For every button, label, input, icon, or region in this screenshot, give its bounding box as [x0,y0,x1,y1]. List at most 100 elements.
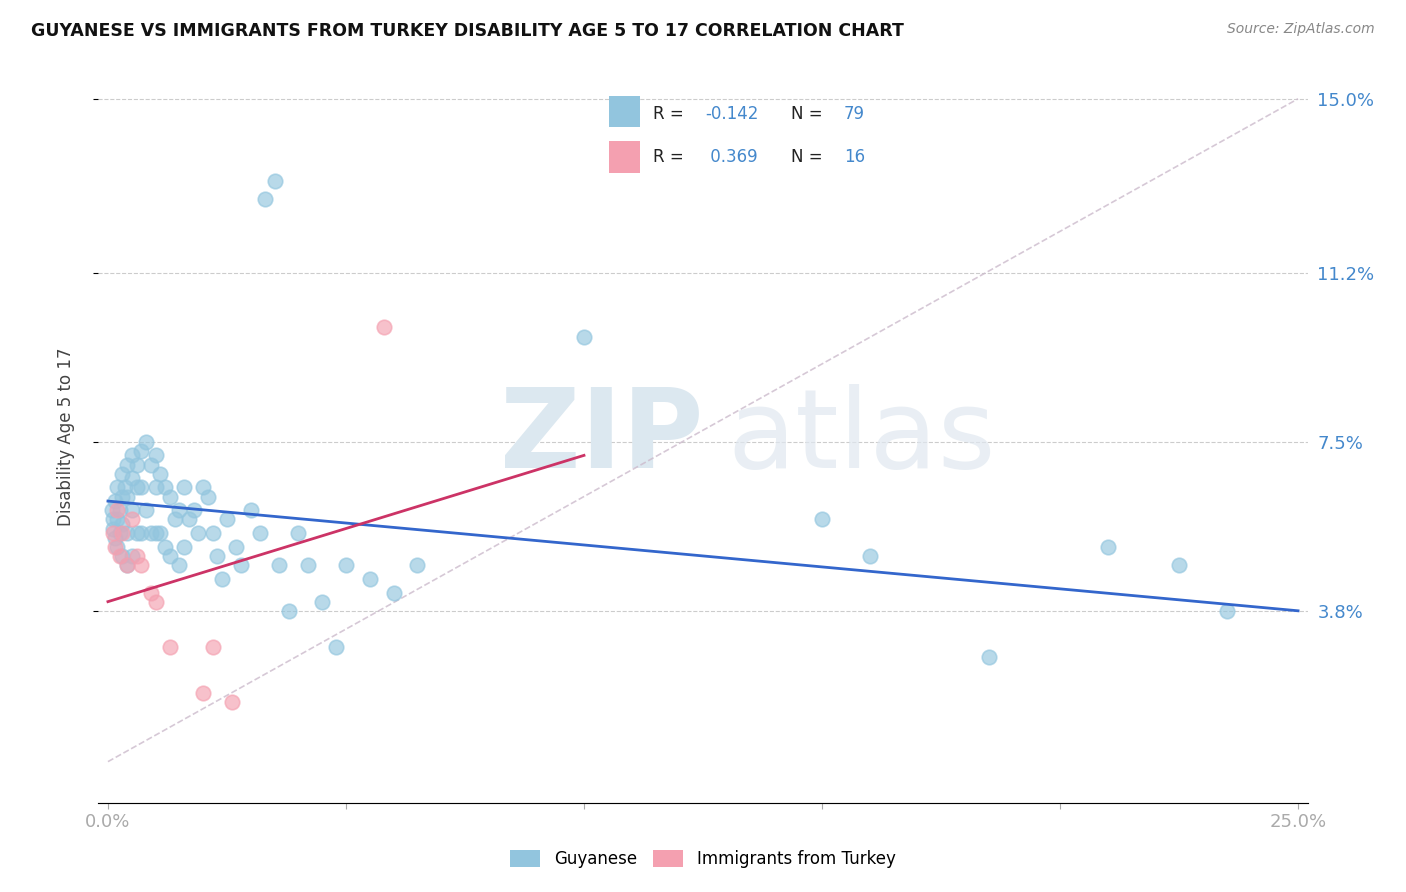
Point [115,458,138,472]
Point [121,503,143,517]
Point [101,512,124,526]
Point [115,558,138,573]
Point [104,494,127,508]
Point [149,467,172,481]
Point [169,558,191,573]
Point [1215,604,1237,618]
Point [187,526,209,541]
Point [121,471,143,485]
Point [121,549,143,563]
Point [101,521,124,535]
Y-axis label: Disability Age 5 to 17: Disability Age 5 to 17 [56,348,75,526]
Point [111,516,134,531]
Point [104,531,127,545]
Point [115,526,138,541]
Point [287,526,309,541]
Point [107,512,129,526]
Point [269,558,291,573]
Point [811,512,834,526]
Point [191,686,214,700]
Point [977,649,1000,664]
Point [254,192,277,206]
Point [201,640,224,655]
Point [183,503,205,517]
Point [145,480,167,494]
Point [145,449,167,463]
Point [153,540,176,554]
Point [382,585,405,599]
Point [159,549,181,563]
Point [100,503,122,517]
Point [239,503,262,517]
Point [115,558,138,573]
Point [249,526,271,541]
Point [572,329,595,343]
Point [139,458,162,472]
Point [159,640,181,655]
Point [135,434,157,449]
Point [231,558,253,573]
Point [225,540,247,554]
Point [139,526,162,541]
Point [191,480,214,494]
Point [311,594,333,608]
Point [108,526,131,541]
Point [359,572,381,586]
Point [211,572,233,586]
Point [111,526,134,541]
Point [173,540,195,554]
Point [201,526,224,541]
Point [111,549,134,563]
Point [139,585,162,599]
Point [173,480,195,494]
Legend: Guyanese, Immigrants from Turkey: Guyanese, Immigrants from Turkey [503,843,903,875]
Point [129,480,152,494]
Point [207,549,229,563]
Point [1168,558,1191,573]
Point [153,480,176,494]
Point [373,320,395,334]
Point [111,467,134,481]
Text: atlas: atlas [727,384,995,491]
Point [263,174,285,188]
Point [1097,540,1119,554]
Point [111,490,134,504]
Point [107,503,129,517]
Point [335,558,357,573]
Point [197,490,219,504]
Point [149,526,172,541]
Point [325,640,347,655]
Point [121,449,143,463]
Point [145,594,167,608]
Point [163,512,186,526]
Point [108,503,131,517]
Point [169,503,191,517]
Text: ZIP: ZIP [499,384,703,491]
Point [215,512,238,526]
Point [104,540,127,554]
Point [107,540,129,554]
Point [406,558,429,573]
Point [107,480,129,494]
Point [108,549,131,563]
Point [114,480,136,494]
Point [125,549,148,563]
Text: GUYANESE VS IMMIGRANTS FROM TURKEY DISABILITY AGE 5 TO 17 CORRELATION CHART: GUYANESE VS IMMIGRANTS FROM TURKEY DISAB… [31,22,904,40]
Text: Source: ZipAtlas.com: Source: ZipAtlas.com [1227,22,1375,37]
Point [221,695,243,709]
Point [159,490,181,504]
Point [101,526,124,541]
Point [135,503,157,517]
Point [859,549,882,563]
Point [177,512,200,526]
Point [125,480,148,494]
Point [145,526,167,541]
Point [129,443,152,458]
Point [297,558,319,573]
Point [125,458,148,472]
Point [129,558,152,573]
Point [125,526,148,541]
Point [121,512,143,526]
Point [277,604,299,618]
Point [129,526,152,541]
